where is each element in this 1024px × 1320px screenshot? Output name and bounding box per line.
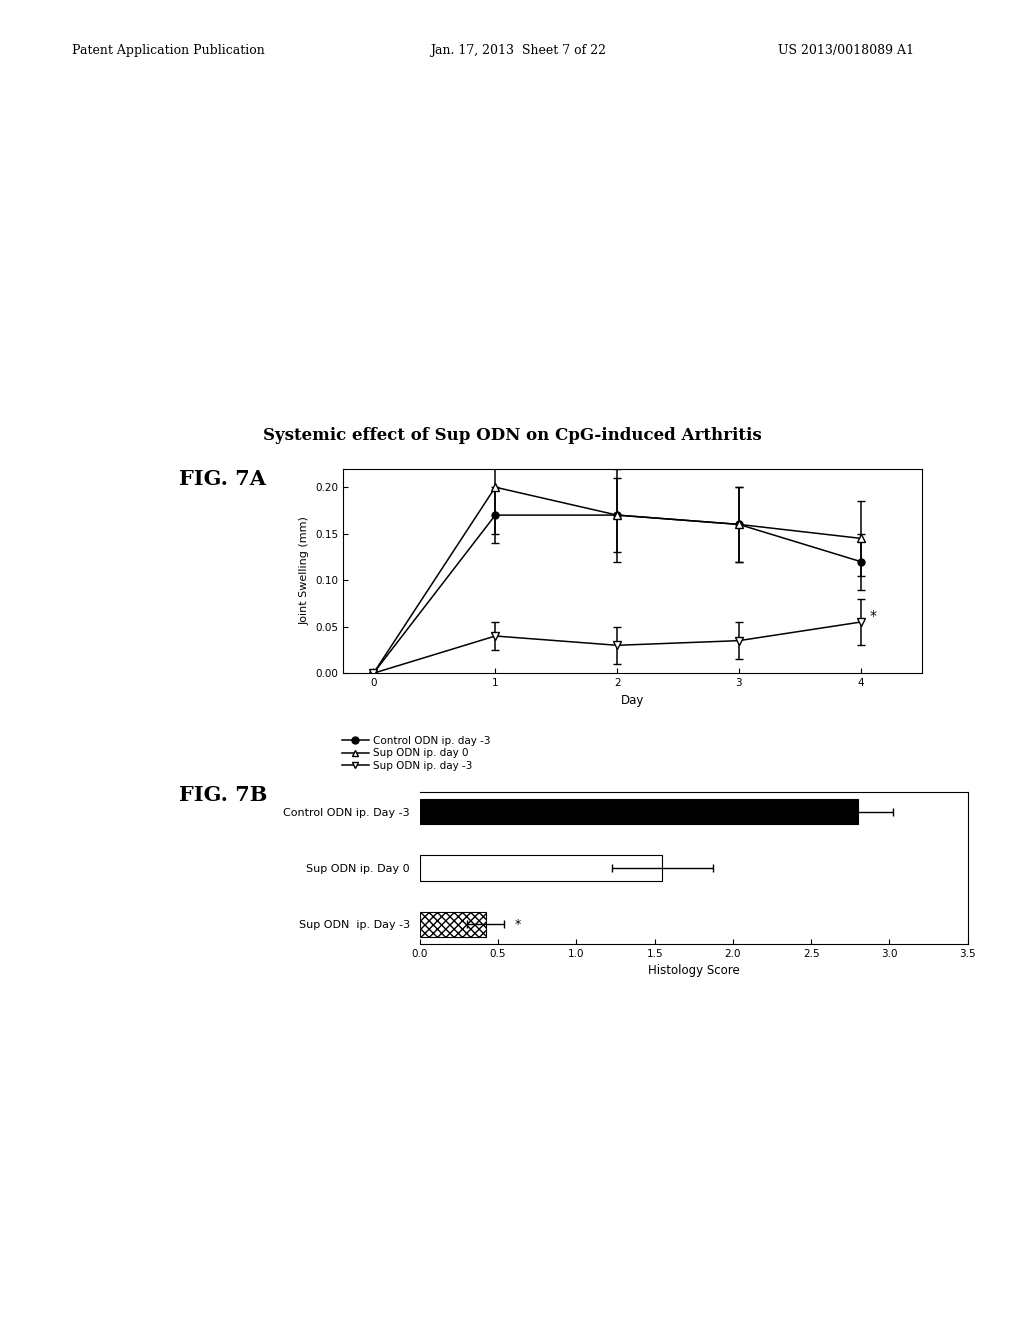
- Bar: [420, 799, 858, 824]
- Bar: [420, 855, 663, 880]
- Text: Systemic effect of Sup ODN on CpG-induced Arthritis: Systemic effect of Sup ODN on CpG-induce…: [262, 428, 762, 444]
- Text: Jan. 17, 2013  Sheet 7 of 22: Jan. 17, 2013 Sheet 7 of 22: [430, 44, 606, 57]
- Legend: Control ODN ip. day -3, Sup ODN ip. day 0, Sup ODN ip. day -3: Control ODN ip. day -3, Sup ODN ip. day …: [342, 735, 490, 771]
- Bar: [420, 912, 485, 937]
- X-axis label: Histology Score: Histology Score: [648, 964, 739, 977]
- Text: *: *: [511, 917, 521, 931]
- Text: Patent Application Publication: Patent Application Publication: [72, 44, 264, 57]
- Text: US 2013/0018089 A1: US 2013/0018089 A1: [778, 44, 914, 57]
- X-axis label: Day: Day: [621, 693, 644, 706]
- Text: *: *: [869, 610, 877, 623]
- Text: FIG. 7B: FIG. 7B: [179, 785, 267, 805]
- Y-axis label: Joint Swelling (mm): Joint Swelling (mm): [299, 516, 309, 626]
- Text: FIG. 7A: FIG. 7A: [179, 469, 266, 488]
